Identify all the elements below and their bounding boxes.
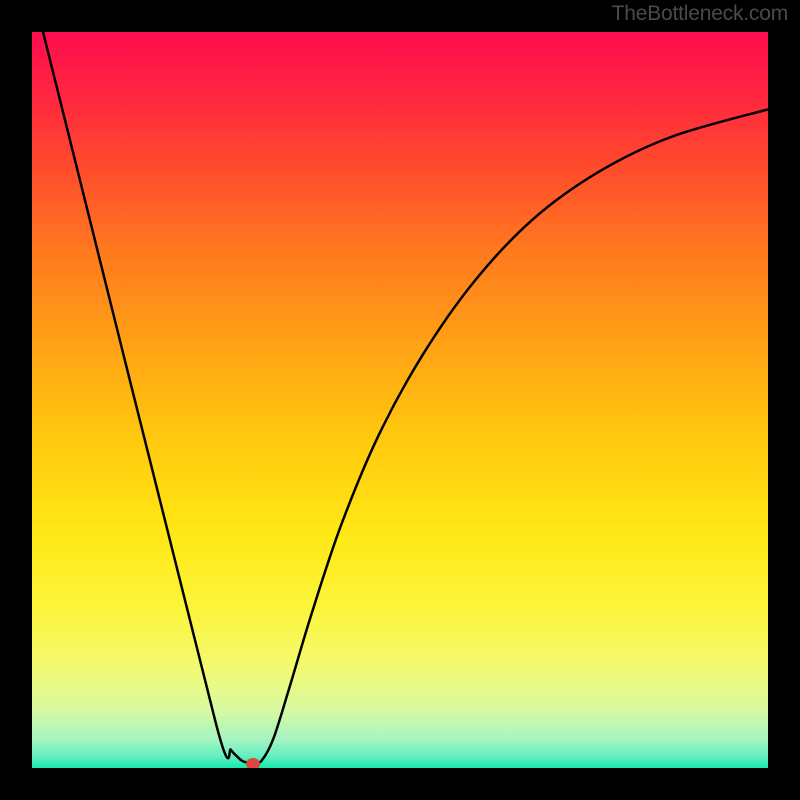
curve-path [43,32,768,764]
minimum-marker [246,758,260,768]
bottleneck-curve [32,32,768,768]
attribution-text: TheBottleneck.com [612,2,788,26]
plot-area [32,32,768,768]
